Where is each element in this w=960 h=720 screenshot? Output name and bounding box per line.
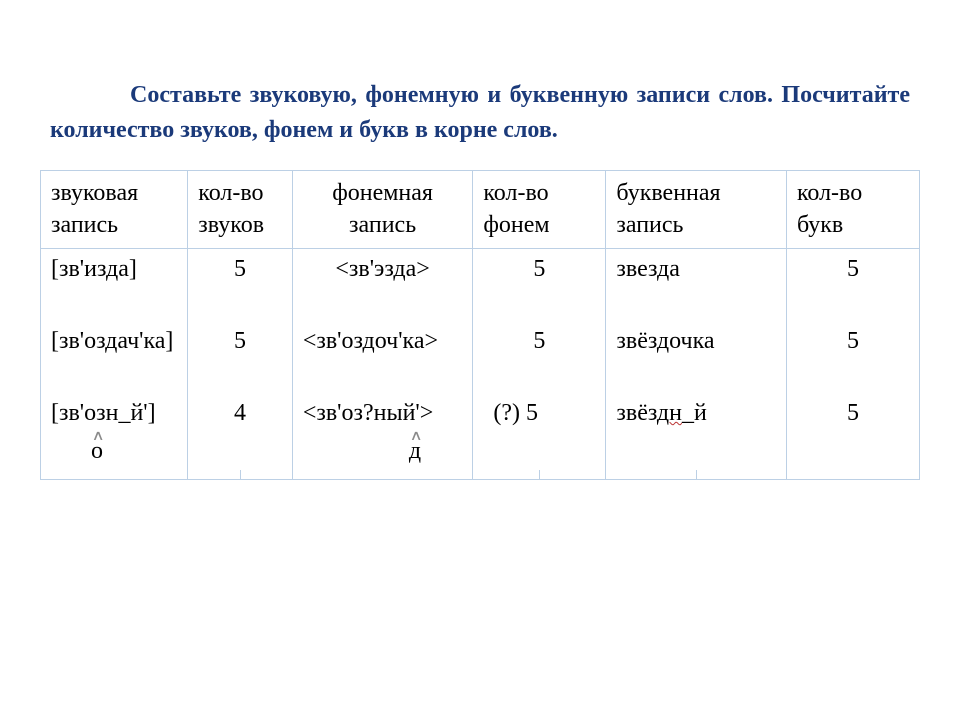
- scount-r3: 4: [188, 399, 292, 428]
- scount-r2: 5: [188, 327, 292, 356]
- pcount-r1: 5: [473, 255, 605, 284]
- sound-hang: о: [91, 435, 103, 467]
- lcount-r1: 5: [787, 255, 919, 284]
- cell-phon: <зв'эзда> <зв'оздоч'ка> <зв'оз?ный'> ∧ д: [292, 248, 473, 479]
- lcount-r3: 5: [787, 399, 919, 428]
- sound-r1: [зв'изда]: [51, 255, 177, 284]
- header-sound: звуковая запись: [41, 171, 188, 249]
- header-phon-count: кол-во фонем: [473, 171, 606, 249]
- letter-r2: звёздочка: [616, 327, 776, 356]
- instruction-text: Составьте звуковую, фонемную и буквенную…: [50, 78, 910, 148]
- letter-r3-pre: звёз: [616, 400, 657, 426]
- header-phon: фонемная запись: [292, 171, 473, 249]
- table-container: звуковая запись кол-во звуков фонемная з…: [40, 170, 920, 480]
- page: Составьте звуковую, фонемную и буквенную…: [0, 0, 960, 720]
- phonetics-table: звуковая запись кол-во звуков фонемная з…: [40, 170, 920, 480]
- header-sound-count: кол-во звуков: [188, 171, 293, 249]
- header-letter: буквенная запись: [606, 171, 787, 249]
- scount-r1: 5: [188, 255, 292, 284]
- cell-phon-count: 5 5 (?) 5: [473, 248, 606, 479]
- cell-sound-count: 5 5 4: [188, 248, 293, 479]
- lcount-r2: 5: [787, 327, 919, 356]
- table-data-row: [зв'изда] [зв'оздач'ка] [зв'озн_й'] ∧ о …: [41, 248, 920, 479]
- letter-r3: звёздн_й: [616, 399, 776, 428]
- sound-r3: [зв'озн_й']: [51, 399, 177, 428]
- pcount-r2: 5: [473, 327, 605, 356]
- cell-sound: [зв'изда] [зв'оздач'ка] [зв'озн_й'] ∧ о: [41, 248, 188, 479]
- cell-letter-count: 5 5 5: [786, 248, 919, 479]
- table-header-row: звуковая запись кол-во звуков фонемная з…: [41, 171, 920, 249]
- sound-r2: [зв'оздач'ка]: [51, 327, 177, 356]
- cell-letter: звезда звёздочка звёздн_й: [606, 248, 787, 479]
- pcount-r3: (?) 5: [493, 399, 595, 428]
- letter-r3-wavy: дн: [657, 400, 682, 426]
- phon-r3: <зв'оз?ный'>: [303, 399, 463, 428]
- letter-r1: звезда: [616, 255, 776, 284]
- phon-r2: <зв'оздоч'ка>: [303, 327, 463, 356]
- phon-hang: д: [409, 435, 421, 467]
- phon-r1: <зв'эзда>: [293, 255, 473, 284]
- letter-r3-post: _й: [682, 400, 707, 426]
- header-letter-count: кол-во букв: [786, 171, 919, 249]
